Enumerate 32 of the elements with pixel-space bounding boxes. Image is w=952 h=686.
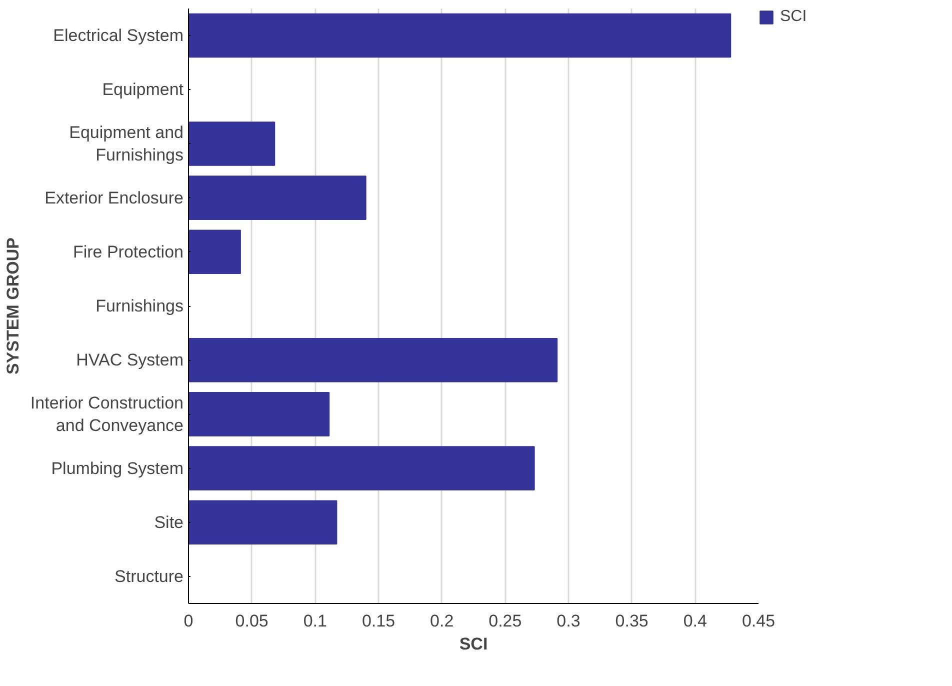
y-tick-label: Structure <box>114 566 184 586</box>
y-axis-title: SYSTEM GROUP <box>3 238 22 374</box>
bar <box>188 446 535 490</box>
y-tick-label: Equipment and Furnishings <box>69 122 184 165</box>
x-tick-label: 0.3 <box>556 612 580 630</box>
y-tick-label: Fire Protection <box>72 242 184 262</box>
x-tick-label: 0.4 <box>683 612 707 630</box>
x-tick-label: 0.05 <box>235 612 268 630</box>
x-axis-title: SCI <box>459 634 488 654</box>
x-tick-label: 0.2 <box>430 612 454 630</box>
bar <box>188 176 366 220</box>
bar <box>188 500 338 544</box>
y-tick-label: Furnishings <box>96 296 184 316</box>
y-tick-label: HVAC System <box>76 350 184 370</box>
y-tick-label: Exterior Enclosure <box>44 188 184 208</box>
bar <box>188 392 330 436</box>
y-tick-label: Electrical System <box>53 26 184 46</box>
y-tick-label: Equipment <box>102 80 184 100</box>
x-tick-label: 0.45 <box>742 612 776 630</box>
x-tick-label: 0.15 <box>362 612 396 630</box>
y-tick-label: Interior Construction and Conveyance <box>30 393 184 436</box>
y-tick-label: Plumbing System <box>51 458 184 478</box>
legend-label: SCI <box>780 8 807 26</box>
bar <box>188 13 732 58</box>
x-tick-label: 0.25 <box>488 612 522 630</box>
bar <box>188 338 558 382</box>
y-tick-label: Site <box>154 512 184 532</box>
x-tick-label: 0.35 <box>615 612 648 630</box>
x-tick-label: 0 <box>184 612 194 630</box>
x-tick-label: 0.1 <box>303 612 327 630</box>
bar <box>188 230 241 274</box>
bar <box>188 122 276 166</box>
